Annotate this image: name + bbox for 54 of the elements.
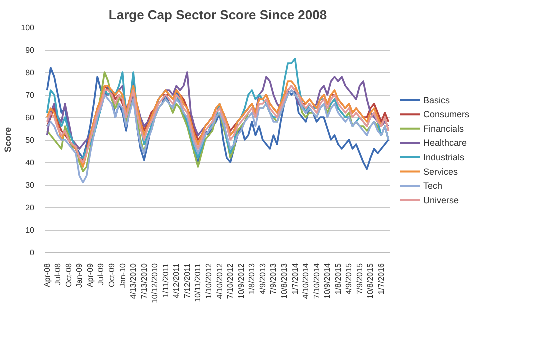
x-tick-label: 10/12/2010 xyxy=(150,262,160,304)
y-tick-label: 30 xyxy=(26,181,36,190)
legend-label: Industrials xyxy=(424,152,466,162)
y-tick-label: 20 xyxy=(26,204,36,212)
x-tick-label: 1/8/2013 xyxy=(248,262,257,295)
x-tick-label: Jul-09 xyxy=(96,262,106,286)
y-tick-label: 70 xyxy=(26,91,36,100)
x-tick-label: 4/9/2015 xyxy=(344,262,354,295)
x-tick-label: 1/7/2014 xyxy=(290,262,300,295)
y-tick-label: 90 xyxy=(26,46,36,55)
x-tick-label: 10/11/2011 xyxy=(194,262,203,302)
x-tick-label: 7/9/2015 xyxy=(355,262,364,295)
legend-label: Financials xyxy=(424,124,465,134)
x-tick-label: 10/8/2015 xyxy=(366,262,376,300)
x-tick-label: 1/8/2015 xyxy=(334,262,343,295)
x-tick-label: 4/9/2013 xyxy=(258,262,268,295)
y-tick-label: 0 xyxy=(30,248,36,258)
chart-title: Large Cap Sector Score Since 2008 xyxy=(108,8,328,22)
x-tick-label: 10/8/2013 xyxy=(280,262,289,300)
legend-label: Services xyxy=(424,166,459,177)
x-tick-label: 7/12/2011 xyxy=(182,262,192,298)
legend-label: Consumers xyxy=(424,110,470,120)
x-tick-label: Apr-09 xyxy=(86,262,95,288)
y-tick-label: 80 xyxy=(26,68,36,78)
legend-label: Basics xyxy=(424,95,451,106)
x-tick-label: 4/13/2010 xyxy=(129,262,138,300)
x-tick-label: 10/9/2012 xyxy=(236,262,246,300)
x-tick-label: Oct-09 xyxy=(107,262,116,288)
y-tick-label: 10 xyxy=(26,226,36,235)
x-tick-label: 10/9/2014 xyxy=(323,262,332,300)
y-axis-title: Score xyxy=(3,127,14,153)
line-series xyxy=(46,90,390,184)
y-tick-label: 60 xyxy=(26,114,36,122)
x-tick-label: 4/10/2012 xyxy=(215,262,224,300)
x-tick-label: 1/7/2016 xyxy=(377,262,386,295)
y-tick-label: 100 xyxy=(21,24,36,32)
x-tick-label: Apr-08 xyxy=(42,262,52,288)
x-tick-label: Jan-10 xyxy=(118,262,128,288)
x-tick-label: 7/13/2010 xyxy=(140,262,149,300)
x-tick-label: 7/9/2013 xyxy=(269,262,278,295)
x-tick-label: 7/10/2014 xyxy=(312,262,322,300)
x-tick-label: Jul-08 xyxy=(54,262,63,286)
x-tick-label: 1/11/2011 xyxy=(161,262,170,298)
legend-label: Healthcare xyxy=(424,138,468,148)
x-tick-label: Jan-09 xyxy=(75,262,84,288)
x-tick-label: 4/10/2014 xyxy=(302,262,311,300)
x-tick-label: 7/10/2012 xyxy=(226,262,236,300)
y-tick-label: 40 xyxy=(26,158,36,168)
x-tick-label: 4/12/2011 xyxy=(172,262,182,298)
x-tick-label: Oct-08 xyxy=(64,262,74,288)
y-tick-label: 50 xyxy=(26,136,36,145)
x-tick-label: 1/10/2012 xyxy=(204,262,214,300)
legend-label: Universe xyxy=(424,195,460,206)
legend-label: Tech xyxy=(424,181,443,192)
